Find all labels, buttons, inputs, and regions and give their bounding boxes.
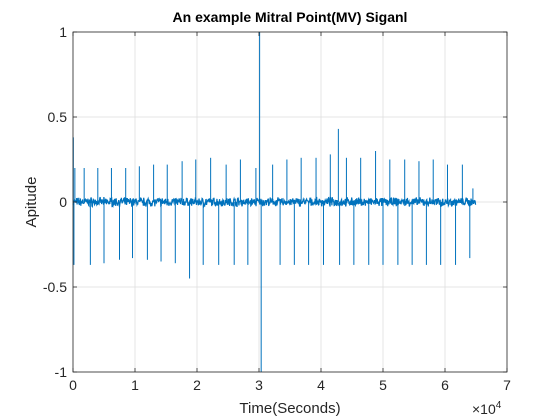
- x-axis-exponent-power: 4: [496, 400, 502, 411]
- x-axis-exponent: ×104: [472, 400, 502, 417]
- x-axis-label: Time(Seconds): [239, 400, 340, 417]
- x-tick-label: 6: [441, 377, 449, 393]
- x-tick-label: 3: [255, 377, 263, 393]
- axis-ticks: 0 1 2 3 4 5 6 7 -1 -0.5 0 0.5 1: [43, 24, 511, 393]
- x-tick-label: 2: [193, 377, 201, 393]
- y-tick-label: -0.5: [43, 279, 67, 295]
- x-tick-label: 0: [69, 377, 77, 393]
- y-tick-label: 0: [59, 194, 67, 210]
- signal-baseline: [72, 195, 477, 209]
- y-tick-label: -1: [55, 364, 68, 380]
- x-tick-label: 4: [317, 377, 325, 393]
- y-tick-label: 1: [59, 24, 67, 40]
- chart-title: An example Mitral Point(MV) Siganl: [173, 9, 408, 25]
- x-tick-label: 7: [503, 377, 511, 393]
- x-tick-label: 1: [131, 377, 139, 393]
- x-tick-label: 5: [379, 377, 387, 393]
- y-tick-label: 0.5: [48, 109, 68, 125]
- y-axis-label: Apitude: [23, 177, 40, 228]
- x-axis-exponent-base: ×10: [472, 401, 496, 417]
